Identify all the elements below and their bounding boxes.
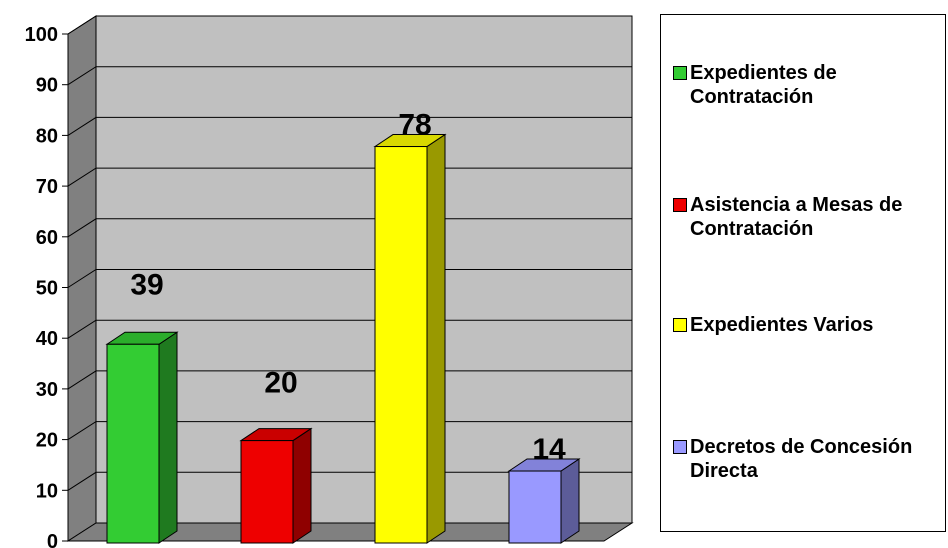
bar-front [106, 343, 160, 544]
gridline [67, 421, 632, 441]
bar-front [240, 440, 294, 544]
bar-4 [507, 458, 581, 544]
y-tick-label: 20 [36, 430, 58, 452]
y-tick-label: 70 [36, 176, 58, 198]
y-tick-label: 90 [36, 75, 58, 97]
gridline [67, 471, 632, 491]
bar-2 [239, 427, 313, 544]
bar-front [374, 146, 428, 544]
bar-side [292, 427, 312, 544]
legend-swatch [673, 318, 687, 332]
gridline [67, 167, 632, 187]
gridline [67, 218, 632, 238]
legend-item-expedientes-varios: Expedientes Varios [673, 313, 940, 337]
legend-label: Asistencia a Mesas de Contratación [690, 194, 903, 240]
bar-3 [373, 133, 447, 544]
gridline [67, 269, 632, 288]
bar-front [508, 470, 562, 544]
legend-swatch [673, 66, 687, 80]
gridline [67, 66, 632, 86]
y-tick-label: 80 [36, 125, 58, 147]
y-axis: 0 10 20 30 40 50 60 70 80 90 100 [25, 24, 69, 548]
legend-item-asistencia-mesas: Asistencia a Mesas de Contratación [673, 193, 940, 241]
bar-side [560, 458, 580, 544]
y-tick-label: 50 [36, 278, 58, 300]
data-label-1: 39 [130, 268, 163, 301]
y-tick-label: 40 [36, 328, 58, 350]
gridline [67, 116, 632, 136]
data-labels: 39 20 78 14 [130, 109, 566, 466]
data-label-4: 14 [532, 433, 566, 466]
y-tick-label: 30 [36, 379, 58, 401]
gridline [67, 319, 632, 339]
legend-label: Decretos de Concesión Directa [690, 436, 913, 482]
bar-chart: 0 10 20 30 40 50 60 70 80 90 100 39 20 78 14 [25, 15, 634, 548]
legend: Expedientes de Contratación Asistencia a… [660, 14, 946, 532]
gridline [67, 15, 632, 35]
bars [105, 133, 581, 544]
legend-swatch [673, 198, 687, 212]
legend-item-decretos-concesion: Decretos de Concesión Directa [673, 435, 940, 483]
gridline [67, 370, 632, 390]
legend-label: Expedientes de Contratación [690, 62, 837, 108]
data-label-2: 20 [264, 367, 297, 400]
legend-swatch [673, 440, 687, 454]
data-label-3: 78 [398, 109, 431, 142]
gridlines [67, 15, 632, 491]
y-tick-label: 10 [36, 480, 58, 502]
legend-label: Expedientes Varios [690, 314, 874, 336]
bar-side [158, 331, 178, 544]
y-tick-label: 100 [25, 24, 58, 46]
bar-1 [105, 331, 179, 544]
bar-side [426, 133, 446, 544]
y-tick-label: 0 [47, 531, 58, 548]
y-tick-label: 60 [36, 227, 58, 249]
legend-item-expedientes-contratacion: Expedientes de Contratación [673, 61, 940, 109]
